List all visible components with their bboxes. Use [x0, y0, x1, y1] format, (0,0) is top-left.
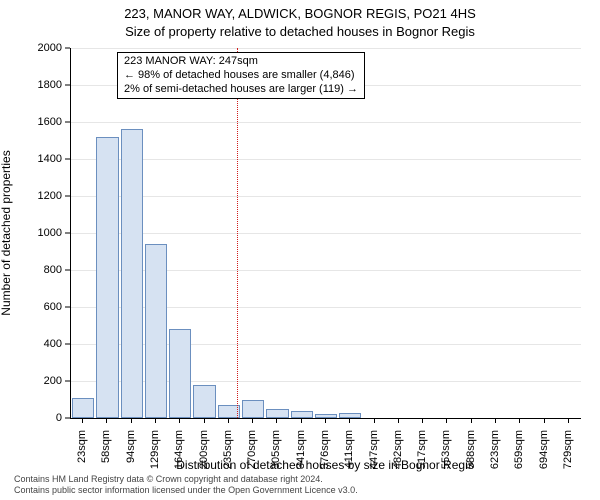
y-tick-mark — [65, 418, 70, 419]
y-tick-label: 0 — [0, 412, 62, 424]
annotation-box: 223 MANOR WAY: 247sqm ← 98% of detached … — [117, 52, 365, 99]
y-tick-mark — [65, 344, 70, 345]
x-tick-mark — [106, 418, 107, 423]
y-tick-label: 1800 — [0, 79, 62, 91]
x-tick-mark — [131, 418, 132, 423]
x-tick-mark — [325, 418, 326, 423]
marker-line — [237, 48, 238, 418]
x-tick-label: 129sqm — [149, 430, 161, 470]
y-tick-label: 2000 — [0, 42, 62, 54]
y-tick-mark — [65, 381, 70, 382]
x-tick-mark — [422, 418, 423, 423]
bars-layer — [71, 48, 581, 418]
annotation-line-2: ← 98% of detached houses are smaller (4,… — [124, 69, 358, 83]
title-subtitle: Size of property relative to detached ho… — [0, 24, 600, 39]
x-tick-label: 623sqm — [489, 430, 501, 470]
x-tick-label: 482sqm — [392, 430, 404, 470]
x-tick-mark — [495, 418, 496, 423]
x-tick-label: 411sqm — [343, 430, 355, 470]
y-tick-label: 1200 — [0, 190, 62, 202]
x-tick-label: 270sqm — [246, 430, 258, 470]
x-tick-label: 517sqm — [416, 430, 428, 470]
y-tick-mark — [65, 85, 70, 86]
bar — [96, 137, 118, 418]
x-tick-mark — [471, 418, 472, 423]
x-tick-mark — [252, 418, 253, 423]
chart-stage: 223, MANOR WAY, ALDWICK, BOGNOR REGIS, P… — [0, 0, 600, 500]
x-tick-mark — [568, 418, 569, 423]
y-tick-label: 800 — [0, 264, 62, 276]
x-tick-label: 94sqm — [125, 430, 137, 470]
x-tick-label: 588sqm — [465, 430, 477, 470]
y-tick-label: 1000 — [0, 227, 62, 239]
x-tick-mark — [179, 418, 180, 423]
annotation-line-1: 223 MANOR WAY: 247sqm — [124, 55, 358, 69]
y-tick-label: 600 — [0, 301, 62, 313]
x-tick-label: 164sqm — [173, 430, 185, 470]
y-tick-label: 400 — [0, 338, 62, 350]
bar — [193, 385, 215, 418]
plot-area: 223 MANOR WAY: 247sqm ← 98% of detached … — [70, 48, 581, 419]
x-tick-mark — [349, 418, 350, 423]
x-tick-label: 341sqm — [295, 430, 307, 470]
bar — [145, 244, 167, 418]
y-tick-label: 1600 — [0, 116, 62, 128]
bar — [121, 129, 143, 418]
bar — [72, 398, 94, 418]
y-tick-label: 1400 — [0, 153, 62, 165]
y-tick-mark — [65, 159, 70, 160]
x-tick-label: 235sqm — [222, 430, 234, 470]
attribution-line-1: Contains HM Land Registry data © Crown c… — [14, 474, 358, 485]
attribution-line-2: Contains public sector information licen… — [14, 485, 358, 496]
x-tick-mark — [301, 418, 302, 423]
x-tick-mark — [544, 418, 545, 423]
x-tick-label: 200sqm — [198, 430, 210, 470]
y-tick-mark — [65, 270, 70, 271]
bar — [242, 400, 264, 419]
x-tick-label: 305sqm — [270, 430, 282, 470]
x-tick-label: 729sqm — [562, 430, 574, 470]
y-tick-mark — [65, 233, 70, 234]
x-tick-mark — [446, 418, 447, 423]
x-tick-label: 376sqm — [319, 430, 331, 470]
x-tick-mark — [519, 418, 520, 423]
x-tick-mark — [82, 418, 83, 423]
x-tick-label: 553sqm — [440, 430, 452, 470]
y-tick-mark — [65, 48, 70, 49]
y-tick-mark — [65, 196, 70, 197]
x-tick-mark — [155, 418, 156, 423]
x-tick-mark — [374, 418, 375, 423]
bar — [169, 329, 191, 418]
y-tick-mark — [65, 307, 70, 308]
bar — [291, 411, 313, 418]
x-tick-mark — [398, 418, 399, 423]
x-tick-mark — [276, 418, 277, 423]
x-tick-label: 58sqm — [100, 430, 112, 470]
title-address: 223, MANOR WAY, ALDWICK, BOGNOR REGIS, P… — [0, 6, 600, 21]
y-tick-label: 200 — [0, 375, 62, 387]
attribution: Contains HM Land Registry data © Crown c… — [14, 474, 358, 496]
x-tick-label: 694sqm — [538, 430, 550, 470]
x-tick-label: 23sqm — [76, 430, 88, 470]
y-tick-mark — [65, 122, 70, 123]
x-tick-mark — [228, 418, 229, 423]
x-tick-label: 447sqm — [368, 430, 380, 470]
x-tick-label: 659sqm — [513, 430, 525, 470]
x-tick-mark — [204, 418, 205, 423]
annotation-line-3: 2% of semi-detached houses are larger (1… — [124, 83, 358, 97]
bar — [266, 409, 288, 418]
